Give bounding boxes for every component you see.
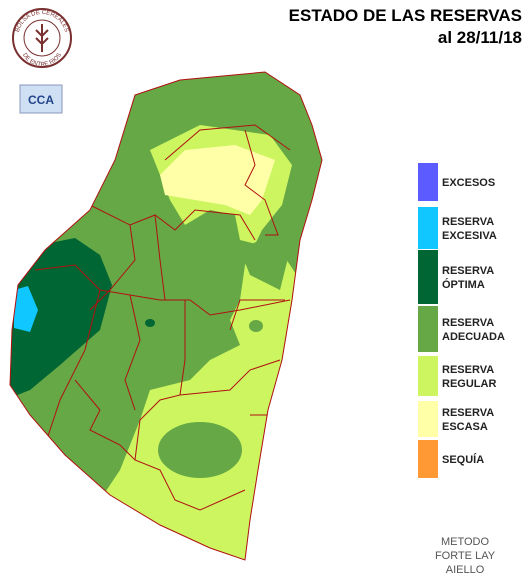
legend-label: EXCESOS <box>442 177 495 189</box>
cca-logo: CCA <box>19 84 63 114</box>
legend-label: REGULAR <box>442 378 496 390</box>
date: al 28/11/18 <box>438 28 522 47</box>
bolsa-logo: BOLSA DE CEREALES DE ENTRE RIOS <box>12 8 72 68</box>
legend-label: RESERVA <box>442 216 494 228</box>
method-note: METODO FORTE LAY AIELLO <box>435 536 496 576</box>
legend-label: ÓPTIMA <box>442 278 485 291</box>
legend-swatch <box>418 163 438 201</box>
method-text: AIELLO <box>446 564 485 576</box>
legend-swatch <box>418 306 438 352</box>
logo-text: CCA <box>28 93 54 107</box>
method-text: METODO <box>441 536 490 548</box>
title: ESTADO DE LAS RESERVAS <box>289 6 522 25</box>
legend: EXCESOSRESERVAEXCESIVARESERVAÓPTIMARESER… <box>418 163 505 478</box>
legend-label: EXCESIVA <box>442 230 497 242</box>
method-text: FORTE LAY <box>435 550 496 562</box>
legend-swatch <box>418 401 438 437</box>
legend-label: RESERVA <box>442 407 494 419</box>
legend-swatch <box>418 356 438 396</box>
province-outline <box>9 71 323 561</box>
legend-label: RESERVA <box>442 317 494 329</box>
legend-label: SEQUÍA <box>442 453 484 466</box>
legend-swatch <box>418 440 438 478</box>
legend-label: ADECUADA <box>442 331 505 343</box>
legend-label: ESCASA <box>442 421 488 433</box>
legend-label: RESERVA <box>442 364 494 376</box>
legend-swatch <box>418 207 438 249</box>
legend-label: RESERVA <box>442 265 494 277</box>
legend-swatch <box>418 250 438 304</box>
